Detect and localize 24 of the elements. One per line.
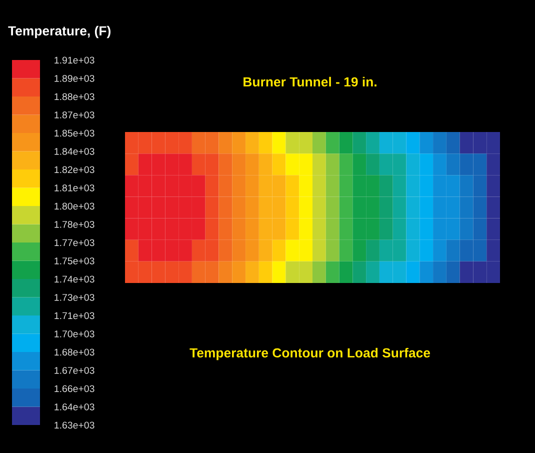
color-bar-label: 1.77e+03 xyxy=(54,239,94,246)
color-bar-label: 1.75e+03 xyxy=(54,257,94,264)
color-bar-label: 1.84e+03 xyxy=(54,148,94,155)
color-bar-label: 1.82e+03 xyxy=(54,166,94,174)
color-bar-label: 1.81e+03 xyxy=(54,184,94,192)
color-bar-label: 1.74e+03 xyxy=(54,276,94,283)
color-bar-label: 1.89e+03 xyxy=(54,74,94,82)
color-bar-title: Temperature, (F) xyxy=(8,26,110,38)
color-bar-label: 1.64e+03 xyxy=(54,403,94,410)
color-bar-label: 1.70e+03 xyxy=(54,330,94,338)
color-bar-label: 1.67e+03 xyxy=(54,366,94,374)
color-bar-label: 1.63e+03 xyxy=(54,422,94,429)
color-bar-label: 1.73e+03 xyxy=(54,294,94,301)
color-bar-label: 1.91e+03 xyxy=(54,56,94,64)
color-bar-label: 1.80e+03 xyxy=(54,202,94,210)
color-bar-label: 1.71e+03 xyxy=(54,312,94,320)
color-bar-label: 1.68e+03 xyxy=(54,348,94,356)
color-bar-label: 1.78e+03 xyxy=(54,220,94,228)
chart-title: Burner Tunnel - 19 in. xyxy=(244,76,376,87)
text: Temperature Contour on Load Surface xyxy=(190,348,430,360)
color-bar-label: 1.88e+03 xyxy=(54,93,94,100)
color-bar-label: 1.66e+03 xyxy=(54,385,94,392)
color-bar-label: 1.85e+03 xyxy=(54,130,94,137)
color-bar-label: 1.87e+03 xyxy=(54,111,94,118)
